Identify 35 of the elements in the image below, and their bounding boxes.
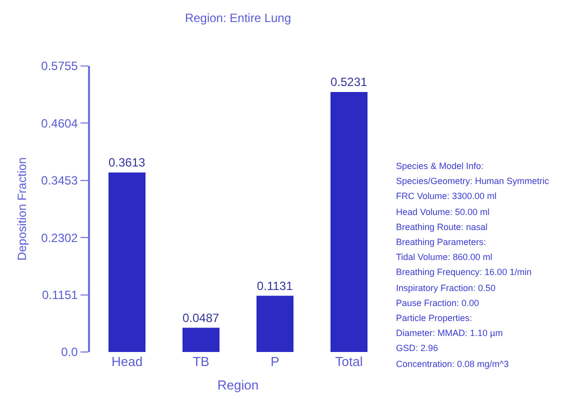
x-tick-label: Total xyxy=(335,354,363,369)
data-label: 0.0487 xyxy=(182,310,220,325)
text: FRC Volume: 3300.00 ml xyxy=(396,191,497,201)
text: Breathing Parameters: xyxy=(396,237,486,247)
y-tick-label: 0.3453 xyxy=(41,174,78,188)
y-axis-title: Deposition Fraction xyxy=(14,157,29,261)
data-label: 0.3613 xyxy=(108,155,146,170)
y-tick-label: 0.0 xyxy=(61,345,78,360)
bar xyxy=(330,92,368,352)
text: Concentration: 0.08 mg/m^3 xyxy=(396,359,509,369)
text: Inspiratory Fraction: 0.50 xyxy=(396,283,496,293)
bar xyxy=(256,296,294,352)
text: Breathing Route: nasal xyxy=(396,222,488,232)
text: Species & Model Info: xyxy=(396,161,484,171)
text: GSD: 2.96 xyxy=(396,343,438,353)
x-tick-label: P xyxy=(270,354,280,369)
data-label: 0.1131 xyxy=(256,278,294,293)
text: Pause Fraction: 0.00 xyxy=(396,298,480,308)
data-label: 0.5231 xyxy=(330,75,368,90)
text: Particle Properties: xyxy=(396,313,472,323)
x-tick-label: TB xyxy=(192,354,210,369)
y-tick-label: 0.1151 xyxy=(42,288,78,302)
y-tick-label: 0.5755 xyxy=(41,59,78,74)
x-tick-label: Head xyxy=(111,354,143,369)
y-tick-label: 0.2302 xyxy=(41,230,78,245)
bar xyxy=(108,172,146,352)
text: Head Volume: 50.00 ml xyxy=(396,207,490,217)
text: Breathing Frequency: 16.00 1/min xyxy=(396,267,532,277)
bar xyxy=(182,328,220,352)
text: Diameter: MMAD: 1.10 µm xyxy=(396,328,503,338)
x-axis-title: Region xyxy=(217,378,259,393)
y-tick-label: 0.4604 xyxy=(41,116,78,130)
chart-title: Region: Entire Lung xyxy=(184,11,292,26)
text: Species/Geometry: Human Symmetric xyxy=(396,176,550,186)
text: Tidal Volume: 860.00 ml xyxy=(396,252,492,262)
